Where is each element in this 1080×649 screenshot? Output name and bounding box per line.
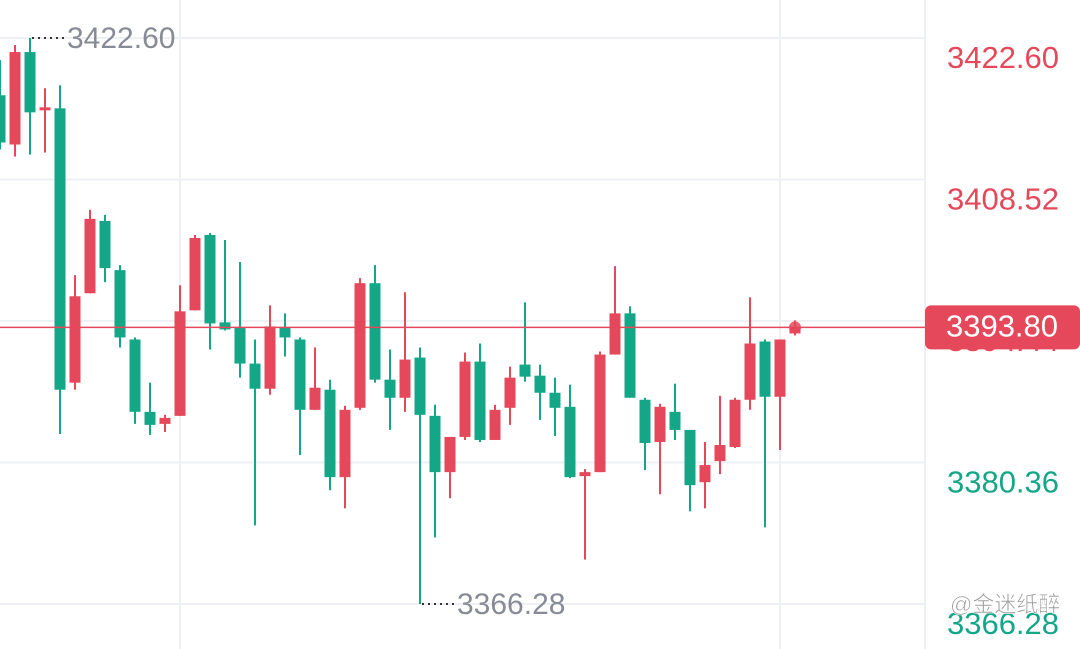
candle-body (624, 313, 636, 398)
candle-body (309, 387, 321, 410)
candle-body (609, 313, 621, 355)
candle-body (444, 436, 456, 473)
candle-body (519, 364, 531, 377)
y-tick-label: 3380.36 (947, 465, 1059, 500)
candle-body (234, 327, 246, 364)
candle-body (594, 354, 606, 473)
candle-body (9, 52, 21, 145)
candle-body (504, 377, 516, 408)
candle-body (549, 392, 561, 408)
candle-body (684, 429, 696, 486)
candle-body (384, 379, 396, 398)
candle-body (759, 341, 771, 397)
candle-body (579, 472, 591, 477)
candle-body (699, 465, 711, 483)
candle-body (489, 409, 501, 440)
candle-body (729, 399, 741, 448)
candle-body (99, 220, 111, 269)
candle-body (294, 339, 306, 410)
candle-body (219, 322, 231, 330)
y-tick-label: 3408.52 (947, 182, 1059, 217)
candle-body (714, 444, 726, 462)
candle-body (654, 406, 666, 442)
candle-body (24, 52, 36, 113)
candle-body (69, 296, 81, 383)
candle-body (129, 339, 141, 412)
candle-body (279, 327, 291, 338)
last-price-box (925, 305, 1080, 350)
candle-body (264, 326, 276, 389)
candle-body (174, 311, 186, 416)
candle-body (534, 375, 546, 393)
candle-body (399, 359, 411, 398)
candle-body (774, 339, 786, 397)
candle-body (339, 409, 351, 478)
y-tick-label: 3422.60 (947, 40, 1059, 75)
candle-body (249, 363, 261, 389)
candle-body (669, 411, 681, 430)
candle-body (39, 107, 51, 111)
candle-body (84, 218, 96, 294)
candle-body (0, 95, 6, 143)
candle-body (369, 283, 381, 380)
candle-body (144, 411, 156, 425)
candle-body (114, 270, 126, 338)
candle-body (639, 399, 651, 443)
candle-body (189, 237, 201, 311)
candle-body (414, 357, 426, 415)
candle-body (54, 108, 66, 390)
candle-body (354, 283, 366, 408)
marker-label: 3366.28 (457, 588, 565, 621)
last-price-dot (789, 321, 801, 334)
candle-body (429, 415, 441, 473)
candle-body (159, 417, 171, 424)
candle-body (744, 343, 756, 400)
y-tick-label: 3366.28 (947, 606, 1059, 641)
candle-body (459, 361, 471, 437)
watermark: @金迷纸醉 (950, 592, 1060, 617)
marker-label: 3422.60 (67, 22, 175, 55)
last-price-label: 3393.80 (946, 309, 1058, 344)
candle-body (324, 389, 336, 478)
candle-body (564, 406, 576, 478)
candle-body (204, 234, 216, 324)
candle-body (474, 361, 486, 440)
